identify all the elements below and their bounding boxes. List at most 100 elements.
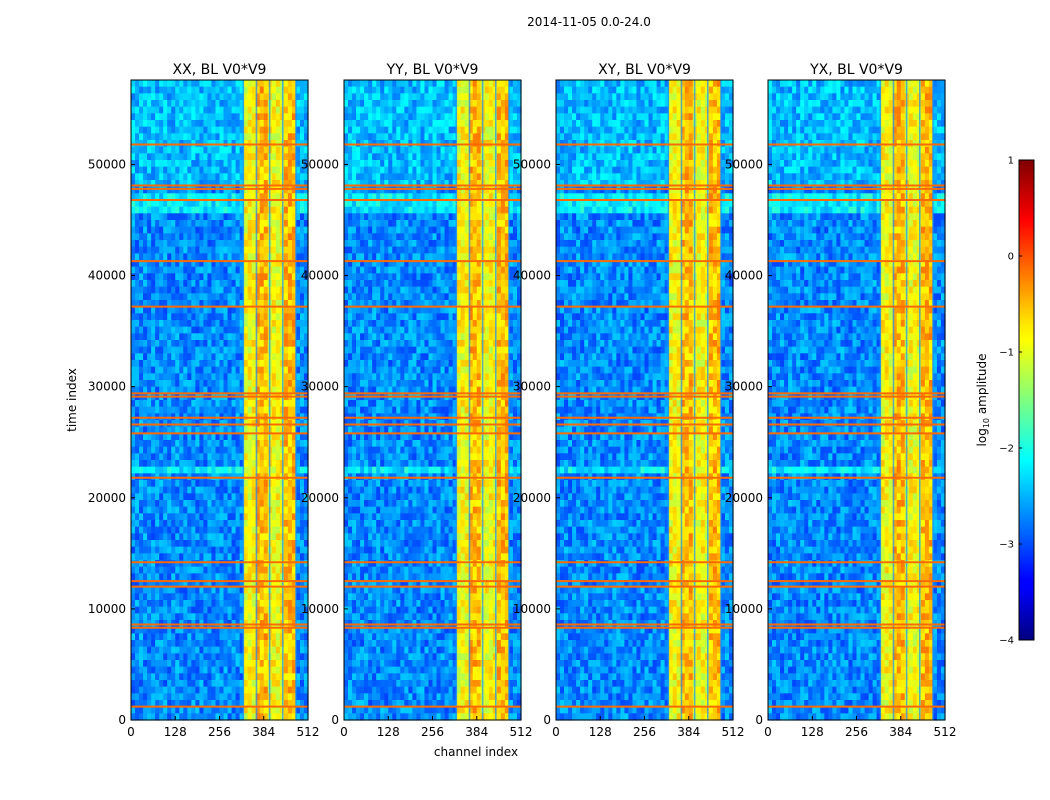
heatmap-cell bbox=[433, 173, 438, 180]
heatmap-cell bbox=[171, 293, 176, 300]
heatmap-cell bbox=[215, 527, 220, 534]
heatmap-cell bbox=[147, 593, 152, 600]
heatmap-cell bbox=[179, 467, 184, 474]
heatmap-cell bbox=[272, 453, 277, 460]
heatmap-cell bbox=[224, 527, 229, 534]
heatmap-cell bbox=[400, 93, 405, 100]
heatmap-cell bbox=[163, 653, 168, 660]
heatmap-cell bbox=[211, 600, 216, 607]
heatmap-cell bbox=[244, 633, 249, 640]
heatmap-cell bbox=[420, 147, 425, 154]
heatmap-cell bbox=[276, 200, 281, 207]
heatmap-cell bbox=[135, 400, 140, 407]
heatmap-cell bbox=[360, 87, 365, 94]
heatmap-cell bbox=[139, 560, 144, 567]
heatmap-cell bbox=[501, 153, 506, 160]
heatmap-cell bbox=[348, 120, 353, 127]
heatmap-cell bbox=[276, 307, 281, 314]
heatmap-cell bbox=[171, 207, 176, 214]
heatmap-cell bbox=[179, 400, 184, 407]
heatmap-cell bbox=[252, 373, 257, 380]
heatmap-cell bbox=[461, 160, 466, 167]
heatmap-cell bbox=[288, 293, 293, 300]
heatmap-cell bbox=[195, 247, 200, 254]
heatmap-cell bbox=[203, 527, 208, 534]
heatmap-cell bbox=[449, 80, 454, 87]
heatmap-cell bbox=[187, 680, 192, 687]
heatmap-cell bbox=[244, 107, 249, 114]
heatmap-cell bbox=[131, 213, 136, 220]
heatmap-cell bbox=[284, 707, 289, 714]
heatmap-cell bbox=[248, 373, 253, 380]
heatmap-cell bbox=[449, 153, 454, 160]
heatmap-cell bbox=[147, 113, 152, 120]
heatmap-cell bbox=[220, 647, 225, 654]
heatmap-cell bbox=[449, 167, 454, 174]
heatmap-cell bbox=[284, 320, 289, 327]
heatmap-cell bbox=[207, 533, 212, 540]
heatmap-cell bbox=[139, 87, 144, 94]
heatmap-cell bbox=[211, 213, 216, 220]
heatmap-cell bbox=[143, 367, 148, 374]
heatmap-cell bbox=[396, 107, 401, 114]
heatmap-cell bbox=[183, 153, 188, 160]
heatmap-cell bbox=[183, 660, 188, 667]
heatmap-cell bbox=[179, 567, 184, 574]
heatmap-cell bbox=[244, 513, 249, 520]
heatmap-cell bbox=[300, 673, 305, 680]
heatmap-cell bbox=[260, 647, 265, 654]
heatmap-cell bbox=[135, 127, 140, 134]
heatmap-cell bbox=[139, 400, 144, 407]
heatmap-cell bbox=[272, 187, 277, 194]
heatmap-cell bbox=[175, 287, 180, 294]
heatmap-cell bbox=[244, 667, 249, 674]
heatmap-cell bbox=[215, 353, 220, 360]
heatmap-cell bbox=[445, 120, 450, 127]
heatmap-cell bbox=[187, 647, 192, 654]
heatmap-cell bbox=[400, 100, 405, 107]
x-tick-label: 384 bbox=[252, 725, 275, 739]
heatmap-cell bbox=[147, 253, 152, 260]
heatmap-cell bbox=[207, 380, 212, 387]
heatmap-cell bbox=[428, 153, 433, 160]
heatmap-cell bbox=[191, 233, 196, 240]
heatmap-cell bbox=[179, 527, 184, 534]
heatmap-cell bbox=[441, 120, 446, 127]
heatmap-cell bbox=[215, 633, 220, 640]
heatmap-cell bbox=[252, 100, 257, 107]
heatmap-cell bbox=[232, 327, 237, 334]
heatmap-cell bbox=[252, 233, 257, 240]
heatmap-cell bbox=[203, 707, 208, 714]
heatmap-cell bbox=[207, 613, 212, 620]
heatmap-cell bbox=[163, 500, 168, 507]
heatmap-cell bbox=[220, 407, 225, 414]
heatmap-cell bbox=[276, 493, 281, 500]
heatmap-cell bbox=[408, 160, 413, 167]
heatmap-cell bbox=[199, 313, 204, 320]
heatmap-cell bbox=[163, 487, 168, 494]
heatmap-cell bbox=[195, 613, 200, 620]
heatmap-cell bbox=[195, 513, 200, 520]
heatmap-cell bbox=[260, 673, 265, 680]
heatmap-cell bbox=[433, 107, 438, 114]
heatmap-cell bbox=[244, 553, 249, 560]
heatmap-cell bbox=[143, 173, 148, 180]
heatmap-cell bbox=[147, 407, 152, 414]
heatmap-cell bbox=[215, 147, 220, 154]
heatmap-cell bbox=[211, 613, 216, 620]
heatmap-cell bbox=[139, 207, 144, 214]
heatmap-cell bbox=[433, 133, 438, 140]
heatmap-cell bbox=[356, 87, 361, 94]
heatmap-cell bbox=[228, 307, 233, 314]
heatmap-cell bbox=[372, 93, 377, 100]
heatmap-cell bbox=[220, 640, 225, 647]
heatmap-cell bbox=[163, 613, 168, 620]
heatmap-cell bbox=[228, 460, 233, 467]
heatmap-cell bbox=[400, 153, 405, 160]
heatmap-cell bbox=[368, 153, 373, 160]
heatmap-cell bbox=[284, 313, 289, 320]
heatmap-cell bbox=[215, 667, 220, 674]
heatmap-cell bbox=[175, 240, 180, 247]
heatmap-cell bbox=[151, 613, 156, 620]
heatmap-cell bbox=[203, 93, 208, 100]
